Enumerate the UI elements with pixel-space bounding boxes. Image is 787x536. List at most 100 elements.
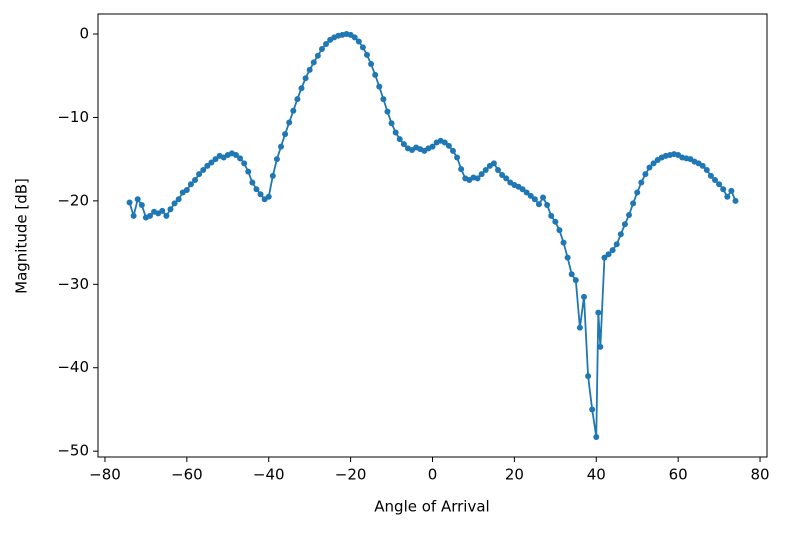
- data-point: [609, 247, 616, 254]
- data-point: [642, 171, 649, 178]
- x-tick-label: 20: [505, 466, 524, 484]
- data-point: [519, 186, 526, 193]
- data-point: [621, 221, 628, 228]
- data-point: [613, 241, 620, 248]
- data-point: [589, 406, 596, 413]
- data-point: [454, 154, 461, 161]
- data-point: [204, 162, 211, 169]
- data-point: [241, 160, 248, 167]
- y-axis-label: Magnitude [dB]: [13, 178, 31, 294]
- data-point: [298, 85, 305, 92]
- data-point: [535, 201, 542, 208]
- x-axis-label: Angle of Arrival: [374, 498, 489, 516]
- data-point: [232, 151, 239, 158]
- data-point: [568, 271, 575, 278]
- x-tick-label: −40: [253, 466, 285, 484]
- y-tick-label: −50: [57, 442, 89, 460]
- data-point: [595, 309, 602, 316]
- data-point: [253, 186, 260, 193]
- data-point: [556, 227, 563, 234]
- data-point: [208, 159, 215, 166]
- series-line: [128, 33, 737, 438]
- data-point: [380, 96, 387, 103]
- data-point: [626, 212, 633, 219]
- data-point: [499, 172, 506, 179]
- data-point: [490, 160, 497, 167]
- y-tick-label: −20: [57, 191, 89, 209]
- data-point: [728, 187, 735, 194]
- data-point: [707, 172, 714, 179]
- data-point: [716, 181, 723, 188]
- data-point: [699, 162, 706, 169]
- x-tick-label: −60: [171, 466, 203, 484]
- data-point: [597, 343, 604, 350]
- data-point: [564, 254, 571, 261]
- data-point: [265, 193, 272, 200]
- data-point: [200, 167, 207, 174]
- x-tick-label: 40: [587, 466, 606, 484]
- data-point: [482, 167, 489, 174]
- data-point: [323, 41, 330, 48]
- data-point: [572, 277, 579, 284]
- data-point: [306, 66, 313, 73]
- data-point: [372, 71, 379, 78]
- data-point: [159, 207, 166, 214]
- x-tick-label: −80: [89, 466, 121, 484]
- data-point: [720, 186, 727, 193]
- data-point: [212, 156, 219, 163]
- data-point: [634, 189, 641, 196]
- x-tick-label: 0: [428, 466, 438, 484]
- data-point: [269, 172, 276, 179]
- data-point: [650, 160, 657, 167]
- data-point: [302, 75, 309, 82]
- data-point: [585, 373, 592, 380]
- data-point: [449, 147, 456, 154]
- data-point: [540, 194, 547, 201]
- data-point: [630, 200, 637, 207]
- y-tick-label: −40: [57, 358, 89, 376]
- data-point: [138, 202, 145, 209]
- data-point: [257, 191, 264, 198]
- data-point: [183, 187, 190, 194]
- data-point: [355, 38, 362, 45]
- data-point: [531, 196, 538, 203]
- x-tick-label: 60: [669, 466, 688, 484]
- data-point: [175, 196, 182, 203]
- data-point: [196, 171, 203, 178]
- data-point: [310, 59, 317, 66]
- y-tick-label: −30: [57, 275, 89, 293]
- data-point: [314, 52, 321, 59]
- axes-frame: [97, 13, 768, 458]
- data-point: [192, 177, 199, 184]
- data-point: [732, 197, 739, 204]
- data-point: [576, 324, 583, 331]
- data-point: [527, 192, 534, 199]
- data-point: [580, 293, 587, 300]
- data-point: [392, 129, 399, 136]
- data-point: [400, 141, 407, 148]
- data-point: [368, 61, 375, 68]
- data-point: [237, 155, 244, 162]
- data-point: [544, 202, 551, 209]
- data-point: [318, 46, 325, 53]
- data-point: [294, 96, 301, 103]
- data-point: [245, 168, 252, 175]
- data-point: [712, 177, 719, 184]
- data-point: [703, 167, 710, 174]
- data-point: [126, 199, 133, 206]
- data-point: [396, 136, 403, 143]
- data-point: [474, 175, 481, 182]
- data-point: [171, 200, 178, 207]
- data-point: [605, 251, 612, 258]
- data-point: [441, 139, 448, 146]
- data-point: [249, 179, 256, 186]
- data-point: [445, 142, 452, 149]
- data-point: [552, 218, 559, 225]
- data-point: [167, 206, 174, 213]
- data-point: [548, 212, 555, 219]
- data-point: [617, 231, 624, 238]
- data-point: [495, 167, 502, 174]
- data-point: [646, 164, 653, 171]
- data-point: [130, 212, 137, 219]
